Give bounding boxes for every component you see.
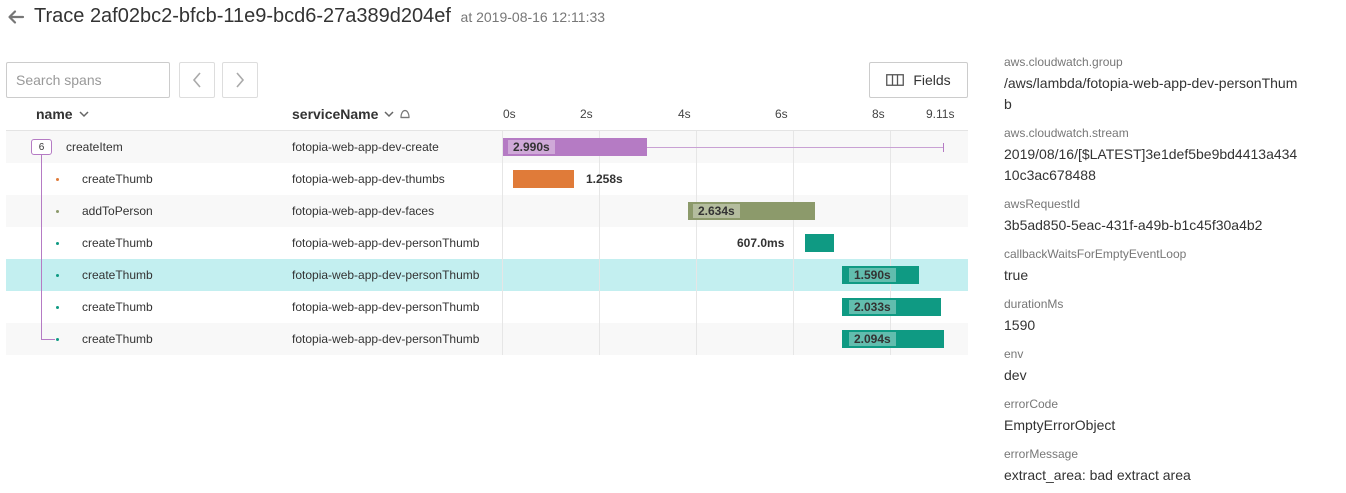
tick-label: 6s — [775, 107, 788, 121]
detail-value: 1590 — [1004, 317, 1036, 333]
page-title: Trace 2af02bc2-bfcb-11e9-bcd6-27a389d204… — [34, 5, 605, 28]
span-name: createItem — [66, 140, 123, 154]
trace-timestamp: at 2019-08-16 12:11:33 — [460, 9, 606, 25]
span-service: fotopia-web-app-dev-thumbs — [292, 172, 445, 186]
span-duration-label: 2.990s — [508, 140, 555, 154]
span-duration-label: 1.590s — [849, 268, 896, 282]
detail-key: durationMs — [1004, 297, 1064, 311]
span-dot — [56, 338, 59, 341]
span-name: createThumb — [82, 268, 153, 282]
span-service: fotopia-web-app-dev-create — [292, 140, 439, 154]
detail-key: aws.cloudwatch.stream — [1004, 126, 1129, 140]
span-name: addToPerson — [82, 204, 153, 218]
back-arrow-icon[interactable] — [7, 8, 25, 26]
detail-value: extract_area: bad extract area — [1004, 467, 1191, 483]
tree-connector — [41, 155, 42, 339]
grid-line — [502, 131, 503, 355]
span-duration-label: 2.094s — [849, 332, 896, 346]
span-row[interactable]: addToPerson fotopia-web-app-dev-faces — [6, 195, 968, 227]
span-service: fotopia-web-app-dev-personThumb — [292, 268, 480, 282]
fields-button-label: Fields — [913, 72, 951, 88]
span-service: fotopia-web-app-dev-personThumb — [292, 332, 480, 346]
next-match-button[interactable] — [222, 62, 258, 98]
span-duration-label: 1.258s — [586, 172, 623, 186]
span-bar[interactable] — [842, 330, 944, 348]
detail-key: errorMessage — [1004, 447, 1079, 461]
detail-key: aws.cloudwatch.group — [1004, 55, 1123, 69]
span-bar[interactable] — [503, 138, 647, 156]
columns-icon — [886, 74, 905, 86]
detail-value: 3b5ad850-5eac-431f-a49b-b1c45f30a4b2 — [1004, 217, 1263, 233]
detail-value: true — [1004, 267, 1029, 283]
detail-key: env — [1004, 347, 1024, 361]
tick-label: 8s — [872, 107, 885, 121]
fields-button[interactable]: Fields — [869, 62, 968, 98]
span-dot — [56, 210, 59, 213]
span-bar[interactable] — [842, 266, 919, 284]
span-bar[interactable] — [513, 170, 574, 188]
tick-label: 2s — [580, 107, 593, 121]
span-name: createThumb — [82, 300, 153, 314]
column-header-name[interactable]: name — [36, 106, 89, 122]
detail-key: errorCode — [1004, 397, 1059, 411]
chevron-down-icon — [384, 110, 394, 117]
tick-label: 0s — [503, 107, 516, 121]
chevron-right-icon — [236, 72, 245, 88]
detail-key: callbackWaitsForEmptyEventLoop — [1004, 247, 1187, 261]
child-count-badge[interactable]: 6 — [31, 139, 52, 155]
page-header: Trace 2af02bc2-bfcb-11e9-bcd6-27a389d204… — [0, 0, 1346, 36]
span-name: createThumb — [82, 332, 153, 346]
detail-value: EmptyErrorObject — [1004, 417, 1116, 433]
trace-title: Trace 2af02bc2-bfcb-11e9-bcd6-27a389d204… — [34, 5, 451, 27]
tree-connector — [41, 339, 55, 340]
span-row[interactable]: createThumb fotopia-web-app-dev-thumbs — [6, 163, 968, 195]
span-dot — [56, 178, 59, 181]
span-name: createThumb — [82, 172, 153, 186]
span-bar[interactable] — [842, 298, 941, 316]
grid-line — [599, 131, 600, 355]
filter-icon[interactable] — [400, 109, 411, 119]
previous-match-button[interactable] — [179, 62, 215, 98]
tick-label: 4s — [678, 107, 691, 121]
span-dot — [56, 306, 59, 309]
grid-line — [890, 131, 891, 355]
detail-value: 2019/08/16/[$LATEST]3e1def5be9bd4413a434… — [1004, 146, 1298, 183]
detail-key: awsRequestId — [1004, 197, 1081, 211]
span-bar[interactable] — [688, 202, 815, 220]
column-header-service[interactable]: serviceName — [292, 106, 411, 122]
span-trail-end — [943, 143, 944, 152]
chevron-left-icon — [192, 72, 201, 88]
span-trail — [647, 147, 943, 148]
span-bar[interactable] — [805, 234, 834, 252]
span-name: createThumb — [82, 236, 153, 250]
span-row[interactable]: createThumb fotopia-web-app-dev-personTh… — [6, 291, 968, 323]
grid-line — [793, 131, 794, 355]
span-service: fotopia-web-app-dev-faces — [292, 204, 435, 218]
span-row[interactable]: createThumb fotopia-web-app-dev-personTh… — [6, 323, 968, 355]
span-row-selected[interactable]: createThumb fotopia-web-app-dev-personTh… — [6, 259, 968, 291]
search-spans-input[interactable] — [6, 62, 170, 98]
span-duration-label: 607.0ms — [737, 236, 785, 250]
detail-value: dev — [1004, 367, 1027, 383]
span-duration-label: 2.634s — [693, 204, 740, 218]
tick-label: 9.11s — [926, 107, 955, 121]
grid-line — [696, 131, 697, 355]
span-row[interactable]: createThumb fotopia-web-app-dev-personTh… — [6, 227, 968, 259]
span-dot — [56, 242, 59, 245]
span-service: fotopia-web-app-dev-personThumb — [292, 300, 480, 314]
span-service: fotopia-web-app-dev-personThumb — [292, 236, 480, 250]
column-service-label: serviceName — [292, 106, 379, 122]
chevron-down-icon — [79, 110, 89, 117]
detail-value: /aws/lambda/fotopia-web-app-dev-personTh… — [1004, 75, 1298, 112]
span-duration-label: 2.033s — [849, 300, 896, 314]
column-name-label: name — [36, 106, 73, 122]
header-divider — [6, 130, 968, 131]
span-dot — [56, 274, 59, 277]
